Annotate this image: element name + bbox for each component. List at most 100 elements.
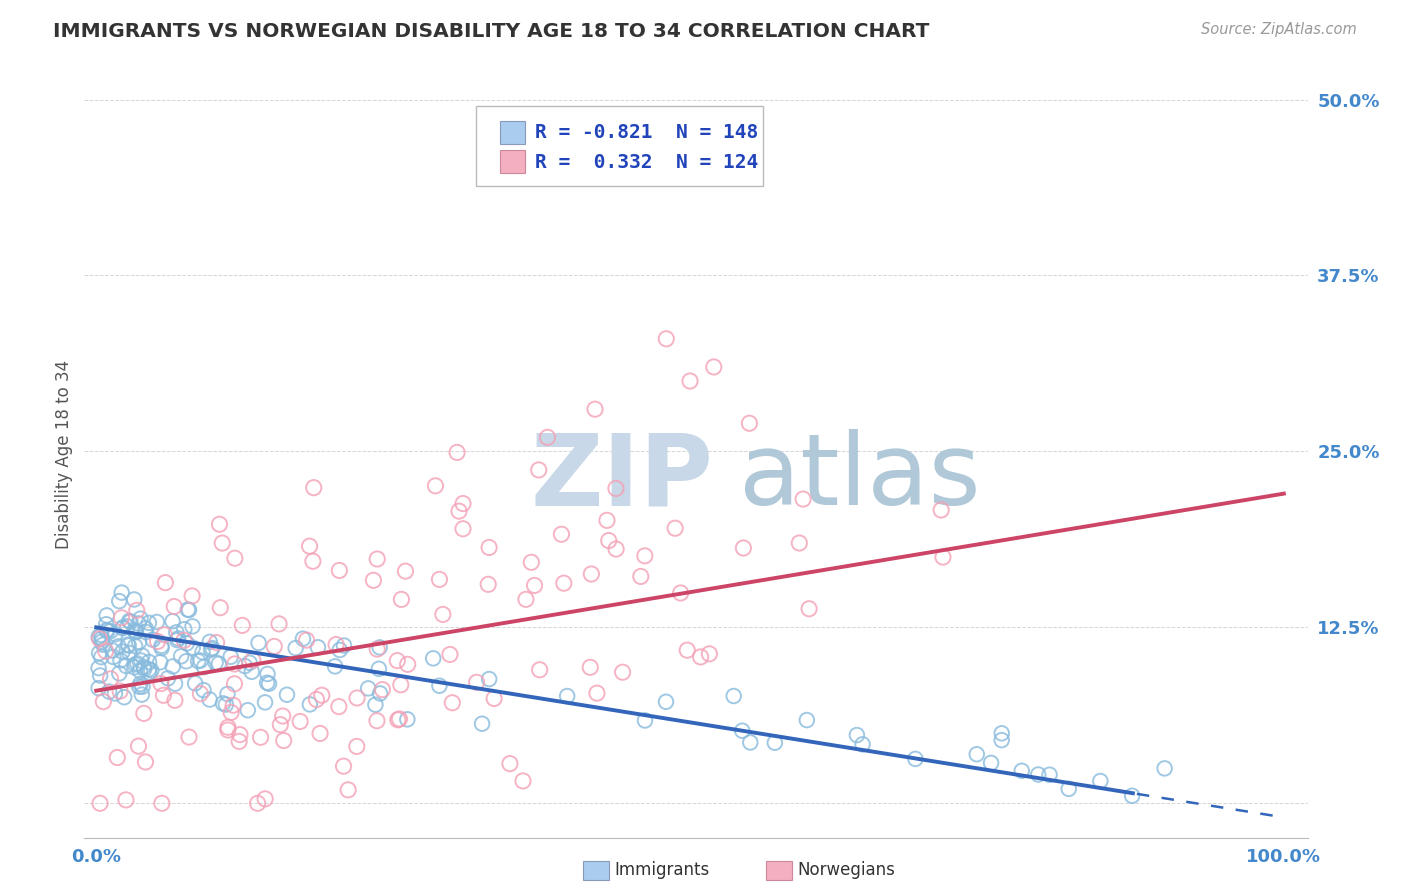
Point	[204, 656, 226, 670]
Point	[129, 654, 152, 668]
Point	[422, 651, 444, 665]
Point	[173, 622, 195, 636]
Point	[699, 647, 721, 661]
Point	[112, 620, 135, 634]
Point	[929, 503, 952, 517]
Point	[612, 665, 634, 680]
Point	[605, 482, 627, 496]
Point	[129, 677, 152, 691]
Point	[135, 625, 157, 640]
Point	[536, 430, 558, 444]
Point	[165, 625, 187, 640]
Point	[128, 616, 150, 631]
Point	[150, 639, 173, 653]
Text: R =  0.332  N = 124: R = 0.332 N = 124	[534, 153, 758, 172]
Point	[447, 504, 470, 518]
Point	[482, 691, 505, 706]
Point	[134, 662, 156, 676]
Point	[117, 619, 139, 633]
Point	[128, 739, 150, 753]
Point	[89, 632, 111, 646]
Point	[163, 693, 186, 707]
Point	[219, 649, 242, 664]
Point	[676, 643, 699, 657]
Point	[156, 671, 179, 685]
Point	[138, 662, 160, 676]
Point	[478, 541, 501, 555]
Point	[122, 592, 145, 607]
FancyBboxPatch shape	[501, 121, 524, 145]
Point	[131, 680, 153, 694]
Point	[162, 659, 184, 673]
Point	[1026, 767, 1049, 781]
Point	[209, 600, 232, 615]
Point	[125, 625, 148, 640]
Point	[845, 728, 868, 742]
Point	[311, 688, 333, 702]
Point	[276, 688, 298, 702]
Point	[366, 642, 388, 657]
Point	[224, 551, 246, 566]
Point	[138, 615, 160, 630]
Point	[267, 616, 290, 631]
Point	[224, 677, 246, 691]
Point	[201, 641, 224, 656]
Point	[111, 585, 134, 599]
Point	[477, 577, 499, 591]
Point	[396, 712, 419, 726]
Point	[529, 663, 551, 677]
Point	[512, 773, 534, 788]
Point	[108, 684, 131, 698]
Point	[1011, 764, 1033, 778]
Point	[138, 665, 160, 680]
Point	[129, 664, 152, 678]
Point	[124, 624, 146, 638]
FancyBboxPatch shape	[475, 106, 763, 186]
Point	[149, 676, 172, 690]
Point	[176, 636, 198, 650]
Point	[634, 714, 657, 728]
Point	[333, 639, 356, 653]
Point	[217, 723, 239, 737]
Point	[193, 683, 215, 698]
Point	[96, 624, 118, 638]
Point	[389, 592, 412, 607]
Point	[115, 659, 138, 673]
Point	[181, 640, 204, 655]
Point	[224, 657, 246, 671]
Point	[166, 633, 188, 648]
Point	[208, 517, 231, 532]
Point	[298, 539, 321, 553]
Point	[366, 552, 388, 566]
Point	[1153, 761, 1175, 775]
Point	[110, 611, 132, 625]
Point	[990, 733, 1012, 747]
Point	[100, 672, 122, 686]
Point	[271, 709, 294, 723]
Point	[432, 607, 454, 622]
Point	[329, 643, 352, 657]
Point	[198, 635, 221, 649]
Point	[96, 617, 118, 632]
Point	[191, 645, 214, 659]
Point	[229, 728, 252, 742]
Point	[581, 566, 603, 581]
Point	[679, 374, 702, 388]
Point	[242, 653, 264, 667]
Text: IMMIGRANTS VS NORWEGIAN DISABILITY AGE 18 TO 34 CORRELATION CHART: IMMIGRANTS VS NORWEGIAN DISABILITY AGE 1…	[53, 22, 929, 41]
Point	[439, 648, 461, 662]
Point	[634, 549, 657, 563]
Point	[181, 619, 204, 633]
Point	[125, 624, 148, 639]
Point	[96, 608, 118, 623]
Point	[305, 692, 328, 706]
Text: R = -0.821  N = 148: R = -0.821 N = 148	[534, 123, 758, 142]
Point	[451, 522, 474, 536]
Point	[129, 612, 152, 626]
Text: Source: ZipAtlas.com: Source: ZipAtlas.com	[1201, 22, 1357, 37]
Point	[337, 782, 360, 797]
Point	[193, 660, 215, 674]
Point	[97, 624, 120, 638]
Point	[131, 688, 153, 702]
Point	[254, 695, 277, 709]
